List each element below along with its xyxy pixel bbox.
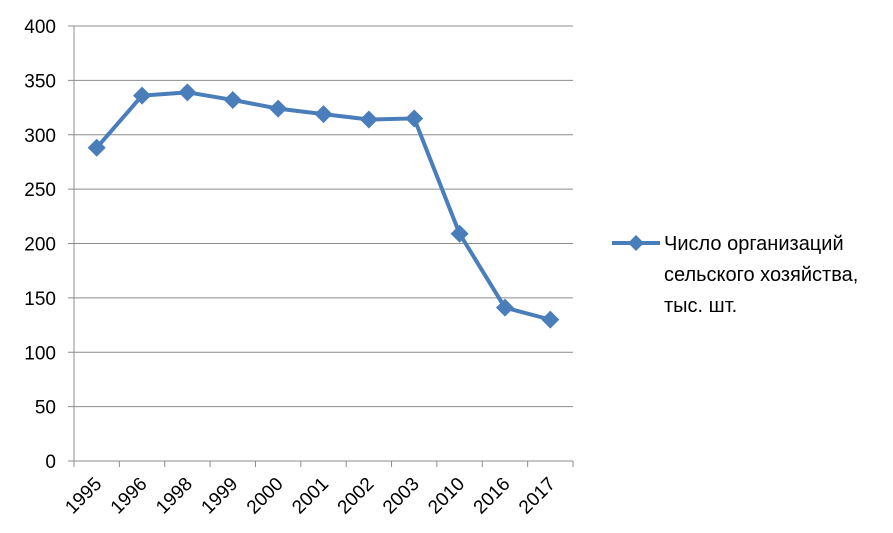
series-group: [87, 83, 560, 329]
legend-marker: [628, 235, 644, 251]
data-point-marker: [178, 83, 197, 102]
data-point-marker: [314, 105, 333, 124]
data-point-marker: [269, 99, 288, 118]
x-tick-label: 1998: [152, 474, 197, 519]
legend: Число организаций сельского хозяйства, тыс…: [612, 233, 858, 317]
series-line: [95, 90, 551, 322]
legend-label-line: тыс. шт.: [664, 295, 737, 317]
x-tick-label: 2002: [334, 474, 379, 519]
y-tick-label: 400: [24, 17, 56, 38]
x-tick-label: 1996: [107, 474, 152, 519]
x-axis-tick-labels: 1995 1996 1998 1999 2000 2001 2002 2003 2010 2016…: [61, 474, 559, 519]
legend-label-line: Число организаций: [664, 233, 844, 255]
y-tick-label: 300: [24, 126, 56, 147]
y-tick-label: 250: [24, 180, 56, 201]
x-tick-label: 2003: [379, 474, 424, 519]
y-tick-label: 100: [24, 343, 56, 364]
x-tick-label: 2000: [243, 474, 288, 519]
x-tick-label: 2016: [470, 474, 515, 519]
x-tick-label: 1995: [61, 474, 106, 519]
x-tick-label: 1999: [198, 474, 243, 519]
y-tick-label: 50: [35, 398, 56, 419]
legend-label-line: сельского хозяйства,: [664, 264, 858, 286]
data-point-marker: [495, 298, 514, 317]
axes: [68, 25, 574, 467]
y-tick-label: 200: [24, 235, 56, 256]
data-point-marker: [133, 86, 152, 105]
data-point-marker: [87, 138, 106, 157]
gridlines: [74, 25, 573, 408]
data-point-marker: [223, 90, 242, 109]
x-tick-label: 2017: [515, 474, 560, 519]
y-tick-label: 350: [24, 71, 56, 92]
data-point-marker: [541, 310, 560, 329]
y-axis-tick-labels: 0 50 100 150 200 250 300 350 400: [24, 17, 56, 473]
x-tick-label: 2001: [288, 474, 333, 519]
x-tick-label: 2010: [424, 474, 469, 519]
y-tick-label: 150: [24, 289, 56, 310]
data-point-marker: [405, 109, 424, 128]
data-point-marker: [359, 110, 378, 129]
data-point-marker: [450, 224, 469, 243]
y-tick-label: 0: [45, 452, 56, 473]
